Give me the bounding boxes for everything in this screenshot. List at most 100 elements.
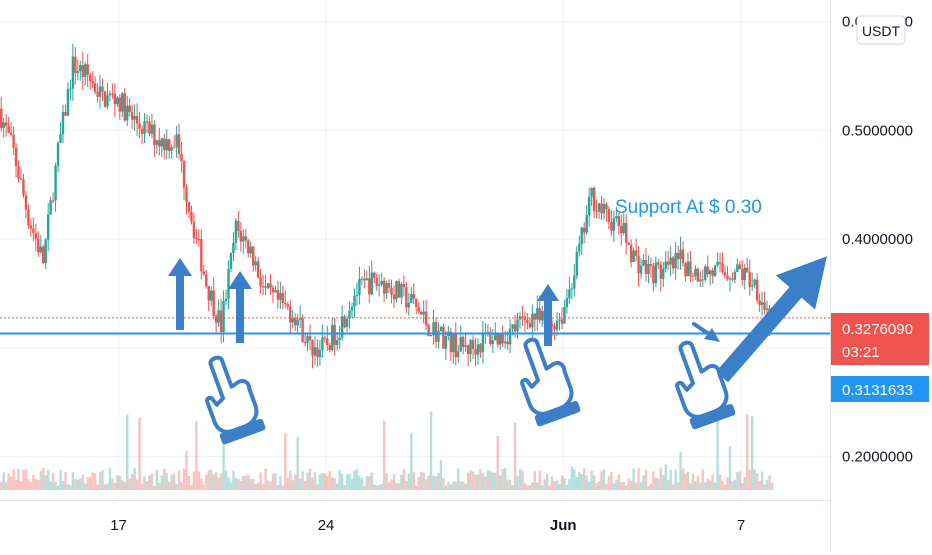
volume-bar <box>256 482 260 490</box>
volume-bar <box>605 484 608 490</box>
candle-body <box>511 324 514 329</box>
volume-bar <box>484 476 487 490</box>
volume-bar <box>353 470 356 490</box>
volume-bar <box>743 477 746 490</box>
candle-body <box>474 349 477 355</box>
volume-bar <box>629 480 633 490</box>
volume-bar <box>291 480 294 490</box>
candle-body <box>417 307 420 312</box>
candle-body <box>84 64 87 77</box>
volume-bar <box>279 475 282 490</box>
candle-body <box>24 195 28 210</box>
candle-body <box>69 88 72 90</box>
volume-bar <box>600 471 603 490</box>
candle-body <box>459 336 462 352</box>
volume-bar <box>731 481 734 490</box>
candle-body <box>259 277 262 287</box>
volume-bar <box>76 479 80 490</box>
volume-bar <box>365 476 369 490</box>
volume-bar <box>763 484 766 490</box>
currency-button[interactable]: USDT <box>856 15 906 45</box>
volume-bar <box>303 481 307 490</box>
volume-bar <box>637 468 640 490</box>
candle-body <box>229 253 233 269</box>
candle-body <box>42 246 45 264</box>
up-arrow-icon <box>168 258 192 330</box>
candle-body <box>17 166 20 179</box>
volume-bar <box>373 484 376 490</box>
candle-body <box>264 286 267 288</box>
volume-bar <box>718 474 722 490</box>
volume-bar <box>590 470 593 490</box>
candle-body <box>19 178 23 180</box>
candle-body <box>44 239 47 264</box>
candle-body <box>7 126 10 133</box>
candle-body <box>669 257 672 265</box>
volume-bar <box>61 481 65 490</box>
candle-body <box>605 203 608 210</box>
candle-body <box>503 341 507 344</box>
volume-bar <box>424 479 428 490</box>
volume-bar <box>476 474 480 490</box>
candle-body <box>390 287 393 295</box>
candle-body <box>494 332 497 341</box>
volume-bar <box>592 475 596 490</box>
volume-bar <box>728 446 732 490</box>
volume-bar <box>338 469 341 490</box>
volume-bar <box>701 469 704 490</box>
volume-bar <box>187 475 191 490</box>
volume-bar <box>627 478 630 490</box>
volume-bar <box>511 485 514 490</box>
candle-body <box>130 112 134 120</box>
candle-body <box>96 91 99 97</box>
candle-body <box>202 271 205 275</box>
volume-bar <box>14 480 18 490</box>
candle-body <box>123 93 126 121</box>
volume-bar <box>538 470 541 490</box>
volume-bar <box>548 485 551 490</box>
candle-body <box>434 322 438 342</box>
candle-body <box>111 93 114 95</box>
candle-body <box>481 332 485 353</box>
candle-body <box>219 310 223 332</box>
candle-body <box>400 284 403 298</box>
candle-body <box>32 228 35 233</box>
volume-bar <box>254 484 257 490</box>
candle-body <box>531 313 534 328</box>
candle-body <box>592 187 596 211</box>
candle-body <box>686 261 690 277</box>
volume-bar <box>249 478 252 490</box>
candle-body <box>187 202 191 212</box>
volume-bar <box>585 475 588 490</box>
volume-bar <box>177 470 181 490</box>
volume-bar <box>180 482 183 490</box>
volume-bar <box>496 436 499 490</box>
volume-bar <box>224 470 228 490</box>
candle-body <box>279 292 282 300</box>
candle-body <box>560 319 564 324</box>
volume-bar <box>508 479 512 490</box>
volume-bar <box>331 477 334 490</box>
volume-bar <box>382 420 386 490</box>
volume-bar <box>37 480 40 490</box>
volume-bar <box>333 478 336 490</box>
candle-body <box>437 331 440 342</box>
candle-body <box>550 324 554 326</box>
volume-bar <box>568 479 571 490</box>
candle-body <box>88 74 92 81</box>
candle-body <box>289 306 292 323</box>
volume-bar <box>106 483 109 490</box>
volume-bar <box>150 473 154 490</box>
candle-body <box>585 215 588 233</box>
candle-body <box>533 313 537 320</box>
volume-bar <box>753 469 756 490</box>
volume-bar <box>276 485 280 490</box>
candle-body <box>691 275 695 277</box>
volume-bar <box>555 480 559 490</box>
candle-body <box>410 294 413 303</box>
candle-body <box>370 272 373 295</box>
volume-bar <box>91 472 94 490</box>
volume-bar <box>271 473 275 490</box>
x-tick-label: 17 <box>110 517 127 534</box>
candle-body <box>306 336 309 344</box>
